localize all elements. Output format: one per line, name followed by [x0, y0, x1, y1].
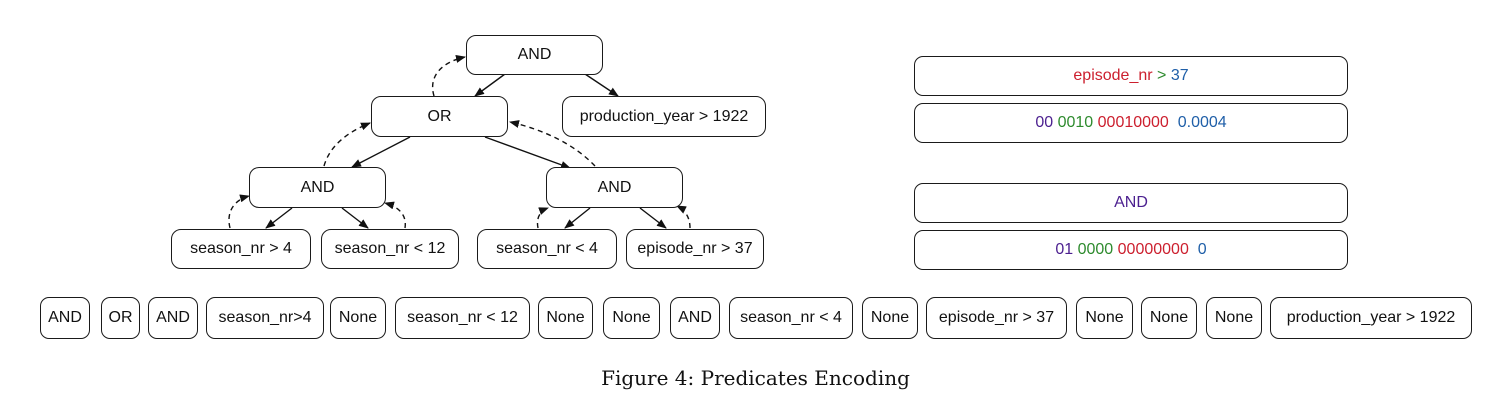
node-production-year: production_year > 1922 — [562, 96, 766, 137]
edge-root-or — [474, 73, 506, 97]
edge-root-production — [584, 73, 619, 97]
seq-item: season_nr>4 — [206, 297, 324, 339]
seq-item: None — [330, 297, 386, 339]
edge-andright-seasonlt4 — [564, 207, 591, 229]
node-and-right: AND — [546, 167, 683, 208]
opvec-type-bits: 01 — [1055, 241, 1074, 258]
dashed-or-root — [432, 55, 466, 97]
node-season-gt-4: season_nr > 4 — [171, 229, 311, 269]
dashed-episode-andright — [676, 205, 691, 229]
dashed-andright-or — [509, 120, 596, 167]
dashed-season12-andleft — [384, 201, 406, 229]
operator-vector-box: 01 0000 00000000 0 — [914, 230, 1348, 270]
edge-andleft-season4 — [265, 207, 293, 229]
node-episode-gt-37: episode_nr > 37 — [626, 229, 764, 269]
seq-item: AND — [148, 297, 198, 339]
seq-item: AND — [40, 297, 90, 339]
dashed-andleft-or — [323, 122, 371, 167]
seq-item: None — [1206, 297, 1262, 339]
seq-item: season_nr < 12 — [395, 297, 530, 339]
seq-item: AND — [670, 297, 720, 339]
seq-item: None — [1076, 297, 1133, 339]
node-season-lt-4: season_nr < 4 — [477, 229, 617, 269]
predicate-column: episode_nr — [1073, 67, 1153, 84]
figure-caption: Figure 4: Predicates Encoding — [601, 366, 910, 390]
edge-or-andleft — [351, 136, 411, 168]
seq-item: None — [603, 297, 660, 339]
node-root-and: AND — [466, 35, 603, 75]
seq-item: season_nr < 4 — [729, 297, 853, 339]
predicate-vector-box: 00 0010 00010000 0.0004 — [914, 103, 1348, 143]
vec-column-bits: 00010000 — [1097, 114, 1169, 131]
vec-value: 0.0004 — [1177, 114, 1227, 131]
predicate-box: episode_nr > 37 — [914, 56, 1348, 96]
edge-andleft-season12 — [341, 207, 369, 229]
opvec-op-bits: 0000 — [1077, 241, 1114, 258]
operator-label: AND — [1114, 194, 1148, 211]
opvec-column-bits: 00000000 — [1117, 241, 1189, 258]
seq-item: production_year > 1922 — [1270, 297, 1472, 339]
seq-item: OR — [101, 297, 140, 339]
opvec-value: 0 — [1197, 241, 1207, 258]
vec-op-bits: 0010 — [1057, 114, 1094, 131]
seq-item: None — [862, 297, 918, 339]
operator-box: AND — [914, 183, 1348, 223]
node-or: OR — [371, 96, 508, 137]
vec-type-bits: 00 — [1035, 114, 1054, 131]
dashed-seasonlt4-andright — [536, 207, 549, 229]
node-season-lt-12: season_nr < 12 — [321, 229, 459, 269]
seq-item: None — [1141, 297, 1197, 339]
edge-andright-episode — [639, 207, 667, 229]
predicate-value: 37 — [1170, 67, 1189, 84]
seq-item: episode_nr > 37 — [926, 297, 1067, 339]
node-and-left: AND — [249, 167, 386, 208]
dashed-season4-andleft — [228, 194, 250, 229]
seq-item: None — [538, 297, 593, 339]
edge-or-andright — [484, 136, 571, 169]
predicate-operator: > — [1157, 67, 1167, 84]
